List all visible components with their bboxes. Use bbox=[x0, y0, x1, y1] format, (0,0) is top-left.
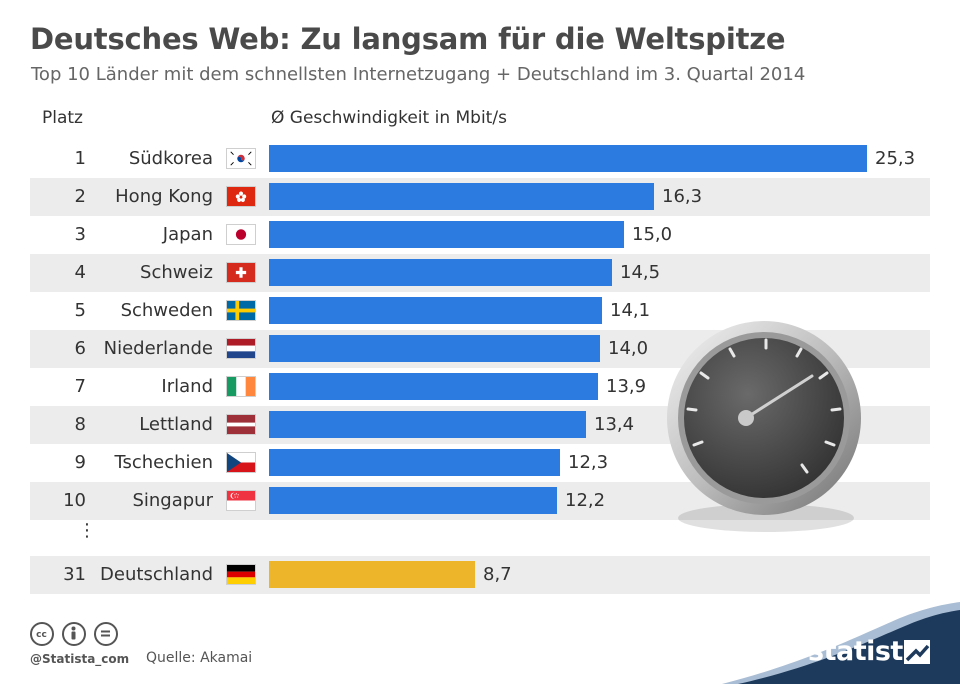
source-note: Quelle: Akamai bbox=[146, 650, 253, 666]
value-label: 14,5 bbox=[620, 262, 661, 283]
sweden-flag bbox=[226, 300, 256, 321]
rank-label: 3 bbox=[74, 224, 86, 245]
value-label: 12,2 bbox=[565, 490, 606, 511]
value-label: 13,4 bbox=[594, 414, 635, 435]
bar bbox=[269, 373, 598, 400]
rank-label: 5 bbox=[74, 300, 86, 321]
japan-flag bbox=[226, 224, 256, 245]
country-label: Lettland bbox=[139, 414, 213, 435]
country-label: Irland bbox=[161, 376, 213, 397]
chart-subtitle: Top 10 Länder mit dem schnellsten Intern… bbox=[31, 64, 806, 85]
value-label: 25,3 bbox=[875, 148, 916, 169]
country-label: Südkorea bbox=[128, 148, 213, 169]
germany-flag bbox=[226, 564, 256, 585]
attribution-icon bbox=[62, 622, 86, 646]
bar bbox=[269, 259, 612, 286]
cc-icon: cc bbox=[30, 622, 54, 646]
value-label: 15,0 bbox=[632, 224, 673, 245]
bar-row: 4 Schweiz 14,5 bbox=[30, 254, 930, 292]
value-label: 13,9 bbox=[606, 376, 647, 397]
country-label: Japan bbox=[162, 224, 213, 245]
statista-logo-icon bbox=[904, 640, 930, 664]
bar-row: 1 Südkorea 25,3 bbox=[30, 140, 930, 178]
no-derivatives-icon bbox=[94, 622, 118, 646]
rank-label: 10 bbox=[63, 490, 86, 511]
rank-label: 31 bbox=[63, 564, 86, 585]
bar-row: 3 Japan 15,0 bbox=[30, 216, 930, 254]
bar bbox=[269, 561, 475, 588]
latvia-flag bbox=[226, 414, 256, 435]
svg-text:cc: cc bbox=[36, 630, 47, 640]
value-column-header: Ø Geschwindigkeit in Mbit/s bbox=[271, 108, 507, 128]
bar bbox=[269, 145, 867, 172]
country-label: Hong Kong bbox=[115, 186, 213, 207]
bar bbox=[269, 335, 600, 362]
value-label: 8,7 bbox=[483, 564, 512, 585]
country-label: Schweiz bbox=[140, 262, 213, 283]
bar-row: 31 Deutschland 8,7 bbox=[30, 556, 930, 594]
bar-row: 9 Tschechien 12,3 bbox=[30, 444, 930, 482]
value-label: 14,1 bbox=[610, 300, 651, 321]
country-label: Niederlande bbox=[103, 338, 213, 359]
country-label: Tschechien bbox=[114, 452, 213, 473]
speedometer-icon bbox=[667, 321, 861, 532]
rank-label: 7 bbox=[74, 376, 86, 397]
bar-row: 7 Irland 13,9 bbox=[30, 368, 930, 406]
country-label: Deutschland bbox=[100, 564, 213, 585]
south-korea-flag bbox=[226, 148, 256, 169]
statista-logo: statista bbox=[808, 636, 921, 667]
switzerland-flag bbox=[226, 262, 256, 283]
bar-row: 5 Schweden 14,1 bbox=[30, 292, 930, 330]
ireland-flag bbox=[226, 376, 256, 397]
rank-label: 1 bbox=[74, 148, 86, 169]
rank-label: 8 bbox=[74, 414, 86, 435]
country-label: Singapur bbox=[132, 490, 213, 511]
bar bbox=[269, 449, 560, 476]
value-label: 16,3 bbox=[662, 186, 703, 207]
czechia-flag bbox=[226, 452, 256, 473]
bar bbox=[269, 297, 602, 324]
rank-label: 4 bbox=[74, 262, 86, 283]
bar bbox=[269, 487, 557, 514]
value-label: 12,3 bbox=[568, 452, 609, 473]
chart-title: Deutsches Web: Zu langsam für die Weltsp… bbox=[30, 22, 786, 56]
value-label: 14,0 bbox=[608, 338, 649, 359]
bar bbox=[269, 183, 654, 210]
statista-handle: @Statista_com bbox=[30, 652, 130, 666]
rank-column-header: Platz bbox=[42, 108, 83, 128]
singapore-flag bbox=[226, 490, 256, 511]
hong-kong-flag bbox=[226, 186, 256, 207]
bar bbox=[269, 221, 624, 248]
rank-label: 9 bbox=[74, 452, 86, 473]
rank-label: 6 bbox=[74, 338, 86, 359]
netherlands-flag bbox=[226, 338, 256, 359]
rank-label: 2 bbox=[74, 186, 86, 207]
bar-row: 2 Hong Kong 16,3 bbox=[30, 178, 930, 216]
bar bbox=[269, 411, 586, 438]
country-label: Schweden bbox=[120, 300, 213, 321]
